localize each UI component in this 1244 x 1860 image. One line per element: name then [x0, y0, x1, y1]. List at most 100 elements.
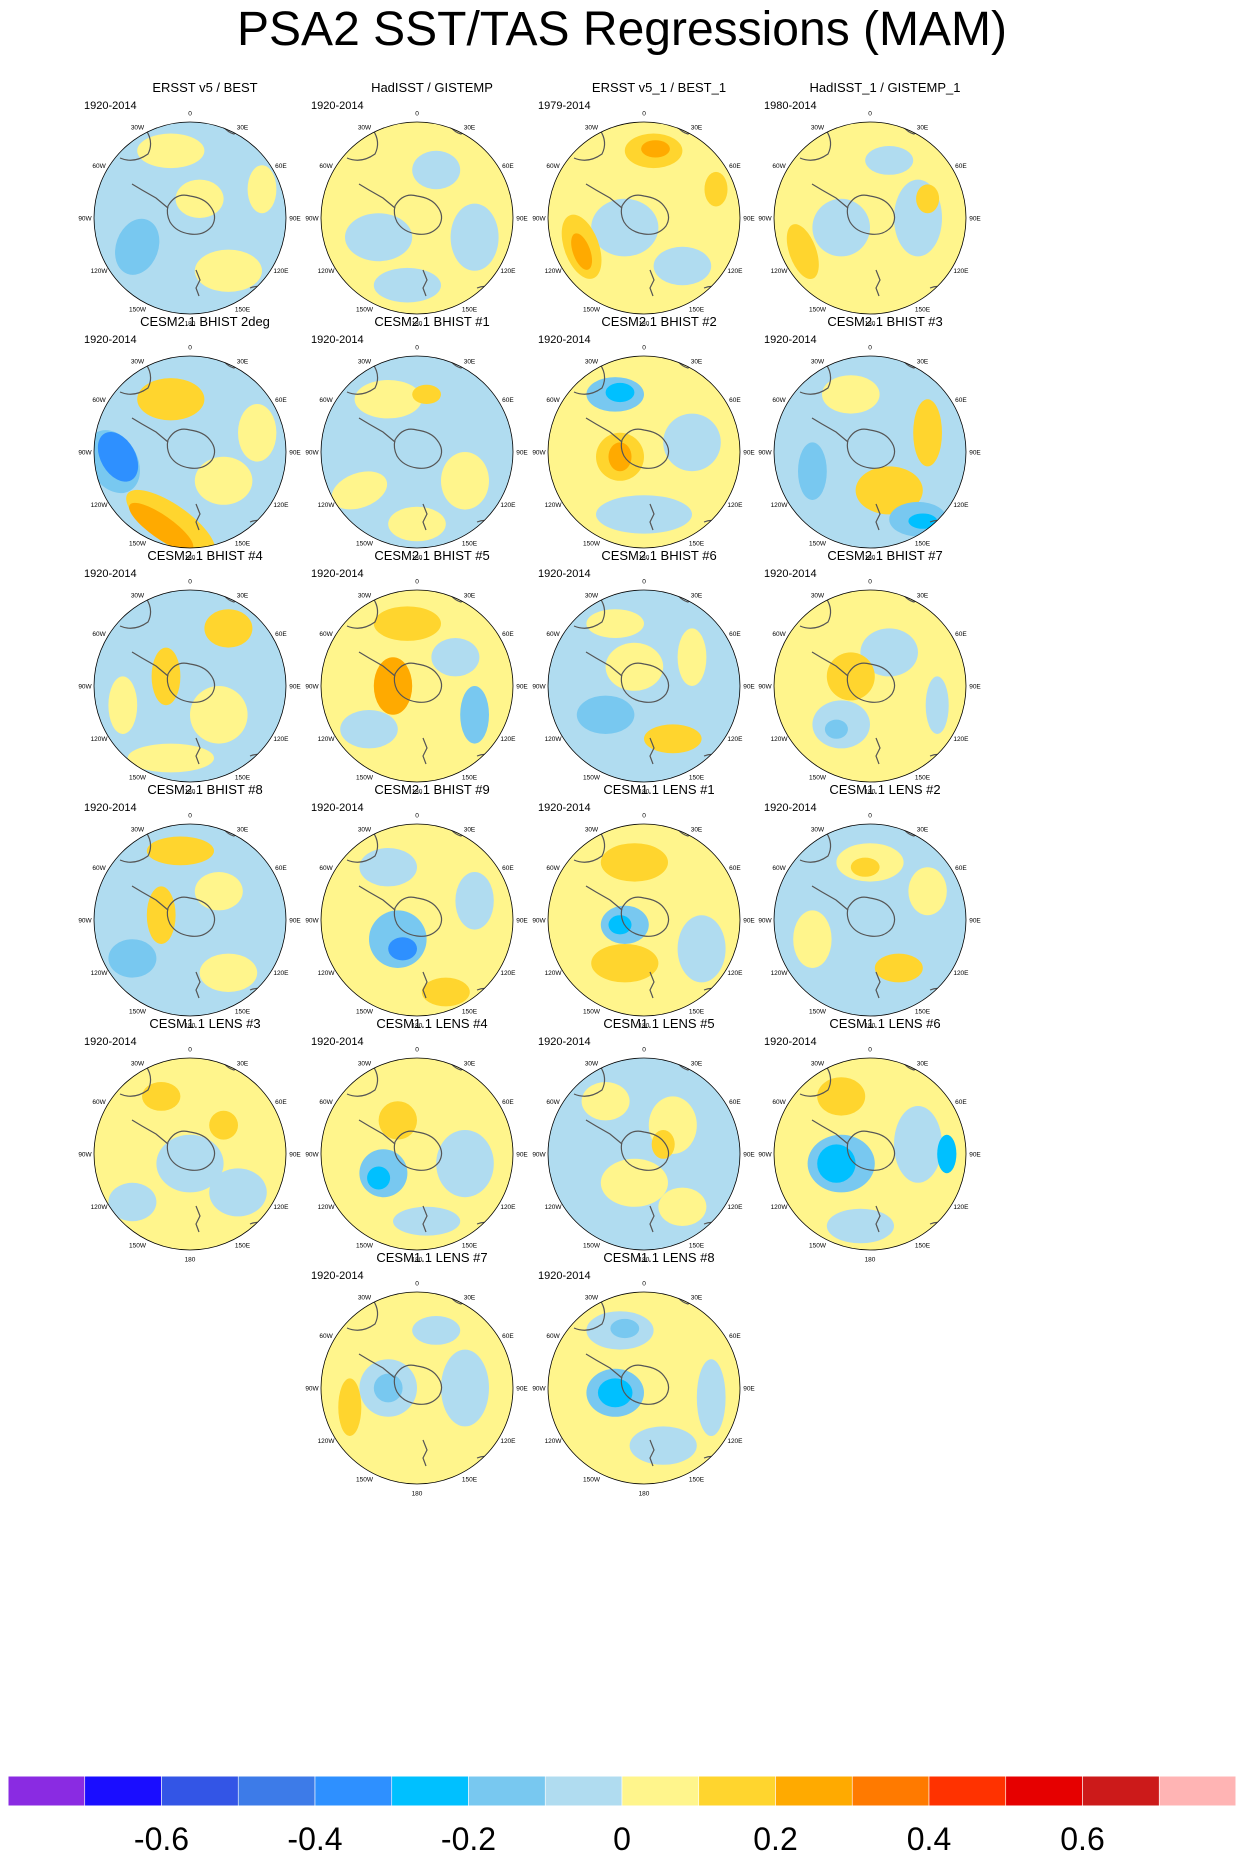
map-border [547, 823, 741, 1017]
map-panel: CESM2.1 BHIST 2deg 1920-2014 0 30E 60E 90E 120… [70, 314, 340, 584]
longitude-label: 30W [358, 827, 372, 834]
anomaly-contour [908, 513, 938, 529]
anomaly-contour [450, 203, 499, 271]
colorbar: -0.6 -0.4 -0.2 0 0.2 0.4 0.6 [8, 1776, 1236, 1860]
longitude-label: 60W [546, 163, 560, 170]
longitude-label: 150W [356, 1008, 374, 1015]
longitude-label: 30E [917, 359, 929, 366]
polar-map: 0 30E 60E 90E 120E 150E 180 150W 120W 90W 60W 30W [758, 1047, 981, 1264]
new-zealand-outline [875, 737, 881, 765]
longitude-label: 60W [772, 1099, 786, 1106]
anomaly-contour [600, 1158, 668, 1207]
panel-years: 1920-2014 [764, 334, 817, 346]
new-zealand-outline [422, 1439, 428, 1467]
longitude-label: 60E [275, 397, 287, 404]
panel-years: 1920-2014 [538, 568, 591, 580]
longitude-label: 180 [865, 789, 876, 796]
longitude-label: 60E [955, 1099, 967, 1106]
south-america-outline [346, 1065, 379, 1097]
anomaly-contour [129, 502, 194, 548]
polar-map: 0 30E 60E 90E 120E 150E 180 150W 120W 90W 60W 30W [78, 345, 301, 562]
south-america-outline [573, 129, 606, 161]
longitude-label: 150W [356, 1242, 374, 1249]
anomaly-contour [108, 676, 138, 734]
peninsula-outline [131, 651, 169, 677]
longitude-label: 150W [129, 1008, 147, 1015]
panel-title: CESM1.1 LENS #6 [829, 1016, 941, 1031]
longitude-label: 30W [585, 827, 599, 834]
longitude-label: 30W [131, 359, 145, 366]
polar-map: 0 30E 60E 90E 120E 150E 180 150W 120W 90W 60W 30W [78, 813, 301, 1030]
longitude-label: 60E [275, 631, 287, 638]
longitude-label: 150E [915, 540, 931, 547]
map-panel: CESM2.1 BHIST #3 1920-2014 0 30E 60E 90E 120E 1… [750, 314, 1020, 584]
longitude-label: 180 [412, 1257, 423, 1264]
panel-years: 1920-2014 [84, 568, 137, 580]
anomaly-contour [913, 399, 942, 467]
peninsula-outline [585, 885, 623, 911]
longitude-label: 180 [639, 1023, 650, 1030]
longitude-label: 180 [185, 321, 196, 328]
longitude-label: 90E [743, 450, 755, 457]
panel-title: CESM2.1 BHIST #6 [601, 548, 717, 563]
polar-map: 0 30E 60E 90E 120E 150E 180 150W 120W 90W 60W 30W [305, 1047, 528, 1264]
longitude-label: 150W [356, 540, 374, 547]
anomaly-contour [127, 743, 214, 773]
south-america-outline [346, 129, 379, 161]
polar-map: 0 30E 60E 90E 120E 150E 180 150W 120W 90W 60W 30W [532, 345, 755, 562]
longitude-label: 120E [727, 1204, 743, 1211]
longitude-label: 90W [305, 216, 319, 223]
longitude-label: 0 [415, 579, 419, 586]
anomaly-contour [677, 628, 707, 686]
longitude-label: 150W [809, 540, 827, 547]
longitude-label: 150W [583, 774, 601, 781]
longitude-label: 90E [516, 216, 528, 223]
map-background [548, 1058, 740, 1250]
longitude-label: 120W [771, 970, 789, 977]
longitude-label: 90W [78, 918, 92, 925]
colorbar-label: -0.4 [287, 1821, 342, 1857]
anomaly-contour [142, 1082, 181, 1111]
anomaly-contour [696, 1359, 726, 1436]
longitude-label: 30E [464, 1061, 476, 1068]
longitude-label: 150E [915, 1242, 931, 1249]
longitude-label: 30E [691, 827, 703, 834]
longitude-label: 30E [237, 1061, 249, 1068]
anomaly-contour [596, 495, 692, 534]
longitude-label: 120W [318, 736, 336, 743]
longitude-label: 90E [516, 1386, 528, 1393]
longitude-label: 60E [502, 397, 514, 404]
anomaly-contour [610, 1318, 640, 1339]
longitude-label: 90E [969, 684, 981, 691]
panel-years: 1920-2014 [84, 334, 137, 346]
longitude-label: 30E [691, 593, 703, 600]
colorbar-label: -0.2 [441, 1821, 496, 1857]
longitude-label: 30E [237, 359, 249, 366]
panel-title: CESM2.1 BHIST #1 [374, 314, 490, 329]
longitude-label: 150E [235, 774, 251, 781]
longitude-label: 90W [532, 1386, 546, 1393]
longitude-label: 60W [319, 397, 333, 404]
new-zealand-outline [195, 1205, 201, 1233]
longitude-label: 180 [412, 789, 423, 796]
longitude-label: 120E [727, 736, 743, 743]
longitude-label: 0 [868, 111, 872, 118]
map-border [93, 589, 287, 783]
longitude-label: 0 [188, 579, 192, 586]
longitude-label: 150W [583, 1242, 601, 1249]
longitude-label: 60E [502, 631, 514, 638]
longitude-label: 90W [78, 216, 92, 223]
longitude-label: 150E [235, 1008, 251, 1015]
longitude-label: 60E [955, 397, 967, 404]
longitude-label: 90E [516, 918, 528, 925]
longitude-label: 60E [729, 397, 741, 404]
anomaly-contour [199, 953, 258, 992]
panel-years: 1920-2014 [311, 802, 364, 814]
longitude-label: 60E [729, 163, 741, 170]
longitude-label: 120W [91, 736, 109, 743]
panel-years: 1920-2014 [311, 1270, 364, 1282]
longitude-label: 120W [91, 502, 109, 509]
longitude-label: 150E [689, 1008, 705, 1015]
new-zealand-outline [195, 269, 201, 297]
longitude-label: 0 [415, 111, 419, 118]
